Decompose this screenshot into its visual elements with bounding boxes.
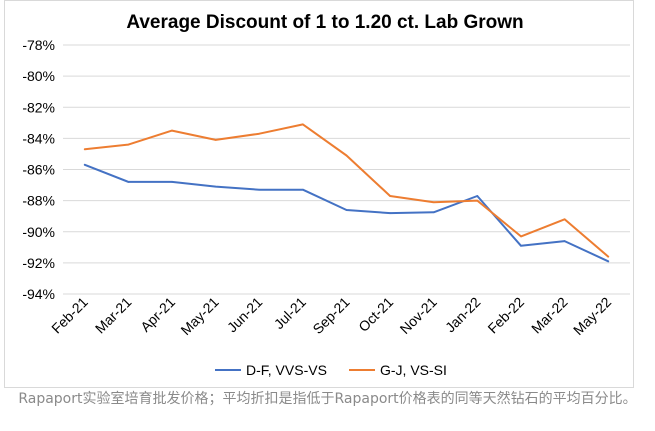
data-point — [563, 218, 566, 221]
data-point — [127, 181, 130, 183]
data-point — [389, 195, 391, 197]
data-point — [214, 139, 217, 141]
data-point — [432, 201, 435, 203]
data-point — [345, 154, 348, 157]
x-tick-label: Oct-21 — [355, 294, 396, 335]
series-line-0 — [83, 163, 610, 263]
data-point — [607, 260, 609, 263]
x-tick-label: May-21 — [177, 294, 221, 338]
legend-label-0: D-F, VVS-VS — [246, 362, 327, 378]
data-point — [476, 195, 479, 197]
y-tick-label: -78% — [22, 37, 55, 53]
data-point — [389, 212, 391, 214]
data-point — [84, 164, 86, 166]
chart-title: Average Discount of 1 to 1.20 ct. Lab Gr… — [126, 12, 523, 33]
x-axis-ticks: Feb-21 Mar-21 Apr-21 May-21 Jun-21 Jul-21 Sep-… — [48, 294, 614, 338]
y-tick-label: -88% — [22, 193, 55, 209]
legend-label-1: G-J, VS-SI — [380, 362, 447, 378]
data-point — [476, 199, 479, 202]
x-tick-label: Feb-22 — [484, 294, 527, 337]
data-point — [258, 188, 261, 191]
y-tick-label: -86% — [22, 162, 55, 178]
data-point — [432, 211, 435, 214]
data-point — [84, 148, 86, 151]
y-tick-label: -80% — [22, 68, 55, 84]
x-tick-label: Apr-21 — [137, 294, 178, 335]
data-point — [127, 143, 130, 146]
chart-frame: Average Discount of 1 to 1.20 ct. Lab Gr… — [4, 0, 634, 388]
x-tick-label: Nov-21 — [397, 294, 440, 337]
line-chart: Average Discount of 1 to 1.20 ct. Lab Gr… — [22, 12, 630, 378]
data-point — [520, 244, 522, 247]
x-tick-label: Sep-21 — [309, 294, 352, 337]
gridlines — [63, 44, 630, 295]
x-tick-label: May-22 — [570, 294, 614, 338]
data-point — [520, 235, 522, 238]
x-tick-label: Jul-21 — [271, 294, 309, 332]
data-point — [563, 240, 566, 242]
data-point — [214, 185, 217, 188]
x-tick-label: Jun-21 — [224, 294, 266, 336]
x-tick-label: Mar-22 — [528, 294, 571, 337]
data-point — [345, 209, 348, 211]
data-point — [258, 132, 261, 135]
y-tick-label: -92% — [22, 255, 55, 271]
y-tick-label: -84% — [22, 130, 55, 146]
series-lines — [83, 123, 610, 263]
x-tick-label: Mar-21 — [92, 294, 135, 337]
data-point — [171, 181, 173, 183]
y-tick-label: -90% — [22, 224, 55, 240]
data-point — [302, 188, 304, 191]
data-point — [607, 255, 609, 258]
y-tick-label: -94% — [22, 286, 55, 302]
y-tick-label: -82% — [22, 99, 55, 115]
legend: D-F, VVS-VS G-J, VS-SI — [215, 362, 447, 378]
series-line-1 — [83, 123, 610, 258]
x-tick-label: Jan-22 — [442, 294, 484, 336]
data-point — [302, 123, 304, 126]
figure-caption: Rapaport实验室培育批发价格；平均折扣是指低于Rapaport价格表的同等… — [18, 391, 637, 407]
y-axis-ticks: -78% -80% -82% -84% -86% -88% -90% -92% -94% — [22, 37, 55, 302]
data-point — [171, 129, 173, 132]
